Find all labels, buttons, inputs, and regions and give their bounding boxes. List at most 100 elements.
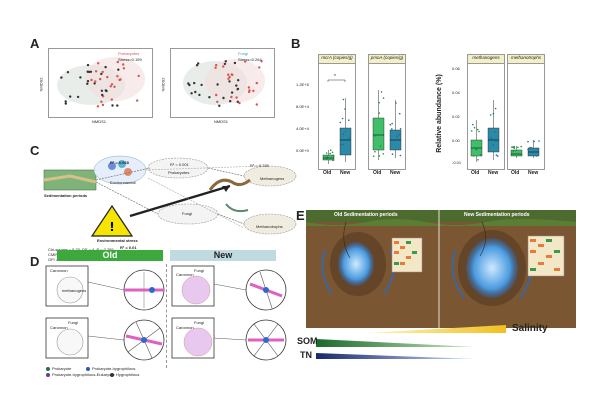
d-legend: Prokaryote Prokaryote-hygrophilous Proka…	[46, 366, 166, 382]
c-left-label: Sedimentation periods	[44, 193, 88, 198]
gradient-wedges-svg	[316, 325, 506, 359]
boxplot-point	[512, 150, 515, 152]
boxplot-point	[520, 145, 522, 148]
nmds-point	[89, 70, 93, 73]
e-old-title: Old Sedimentation periods	[334, 212, 398, 218]
boxplot-point	[514, 149, 517, 152]
ytick-left-3: 0.0E+0	[296, 148, 309, 153]
boxplot-point	[329, 152, 332, 155]
boxplot-point	[480, 153, 482, 156]
d-fungi-3: Fungi	[194, 268, 205, 273]
boxplot-point	[395, 102, 397, 104]
nmds-point	[137, 74, 140, 78]
boxplot-point	[344, 130, 347, 133]
d-fungi-2: Fungi	[68, 320, 79, 325]
nmds-point	[197, 62, 200, 65]
nmds-point	[101, 70, 104, 74]
xcat-new-4: New	[528, 170, 539, 176]
ytick-right-3: 0.00	[452, 138, 460, 143]
legend-label-3: Hygrophilous	[116, 372, 140, 377]
boxplot-point	[477, 159, 479, 161]
c-env-label: Environmental stress	[97, 238, 138, 243]
boxplot-point	[332, 155, 335, 157]
d-caronnon-1: Caronnon	[50, 268, 68, 273]
e-som: SOM	[297, 336, 318, 346]
nmds-point	[86, 82, 89, 85]
panel-label-e: E	[296, 208, 305, 223]
nmds-point	[230, 91, 234, 94]
boxplot-point	[492, 112, 495, 115]
sig-star: *	[334, 74, 336, 80]
xcat-old-2: Old	[373, 170, 382, 176]
ytick-left-1: 8.0E+4	[296, 104, 309, 109]
boxplot-box	[322, 154, 335, 161]
nmds-point	[111, 104, 114, 107]
c-node-fungi: Fungi	[182, 211, 193, 216]
boxplot-point	[495, 154, 498, 156]
soil-illustration-svg	[306, 210, 576, 328]
boxplot-point	[342, 98, 345, 101]
nmds-point	[100, 72, 103, 76]
nmds-point	[236, 100, 239, 103]
boxplot-point	[398, 133, 400, 136]
nmds-point	[227, 73, 230, 76]
boxplot-point	[380, 91, 383, 93]
boxplot-point	[470, 130, 473, 132]
boxplot-point	[496, 155, 499, 157]
nmds-point	[215, 93, 218, 97]
boxplot-point	[398, 112, 401, 115]
nmds-point	[86, 80, 90, 83]
nmds-point	[93, 82, 96, 85]
sem-diagram-svg: !	[43, 155, 297, 237]
boxplot-point	[513, 145, 515, 148]
nmds-fungi-svg	[183, 59, 265, 107]
legend-dot-2	[46, 373, 50, 377]
boxplot-point	[378, 101, 380, 104]
d-fungi-4: Fungi	[194, 320, 205, 325]
xcat-old-1: Old	[323, 170, 332, 176]
nmds-point	[200, 83, 203, 87]
nmds-point	[247, 86, 251, 89]
nmds-point	[235, 84, 238, 87]
boxplot-point	[348, 119, 350, 121]
nmds-point	[228, 80, 231, 83]
nmds-point	[97, 62, 100, 65]
boxplot-point	[494, 130, 496, 133]
nmds-fungi-plot	[170, 48, 275, 118]
nmds-point	[216, 83, 219, 86]
old-header: Old	[57, 250, 163, 261]
boxplot-point	[325, 152, 328, 154]
boxplot-point	[538, 140, 540, 142]
panel-label-c: C	[30, 143, 40, 158]
nmds-prokaryotes-xlabel: NMDS1	[92, 119, 107, 124]
nmds-point	[106, 75, 109, 79]
new-header: New	[170, 250, 276, 261]
nmds-prokaryotes-plot	[48, 48, 153, 118]
boxplot-point	[527, 140, 529, 143]
c-r2-0: R² = 0.068	[110, 160, 129, 165]
nmds-fungi-title: Fungi	[238, 51, 249, 56]
boxplot-point	[527, 148, 529, 151]
nmds-point	[116, 60, 120, 64]
xcat-old-4: Old	[511, 170, 520, 176]
legend-label-1: Prokaryote-hygrophilous	[92, 366, 136, 371]
boxplot-point	[378, 155, 381, 157]
nmds-point	[96, 105, 100, 108]
c-r2-2: R² = 0.785	[250, 163, 269, 168]
boxplot-point	[520, 153, 523, 156]
boxplot-point	[495, 140, 498, 142]
nmds-point	[88, 70, 91, 74]
boxplot-point	[490, 137, 492, 139]
boxplot-point	[342, 143, 345, 146]
nmds-point	[101, 93, 104, 97]
boxplot-point	[326, 158, 328, 160]
legend-dot-3	[110, 373, 114, 377]
e-salinity: Salinity	[512, 323, 548, 334]
legend-label-2: Prokaryote-hygrophilous-Eukaryote	[52, 372, 115, 377]
boxplot-point	[342, 133, 344, 135]
nmds-point	[119, 78, 122, 81]
nmds-point	[66, 71, 70, 74]
boxplot-point	[379, 145, 382, 147]
nmds-point	[117, 68, 120, 71]
